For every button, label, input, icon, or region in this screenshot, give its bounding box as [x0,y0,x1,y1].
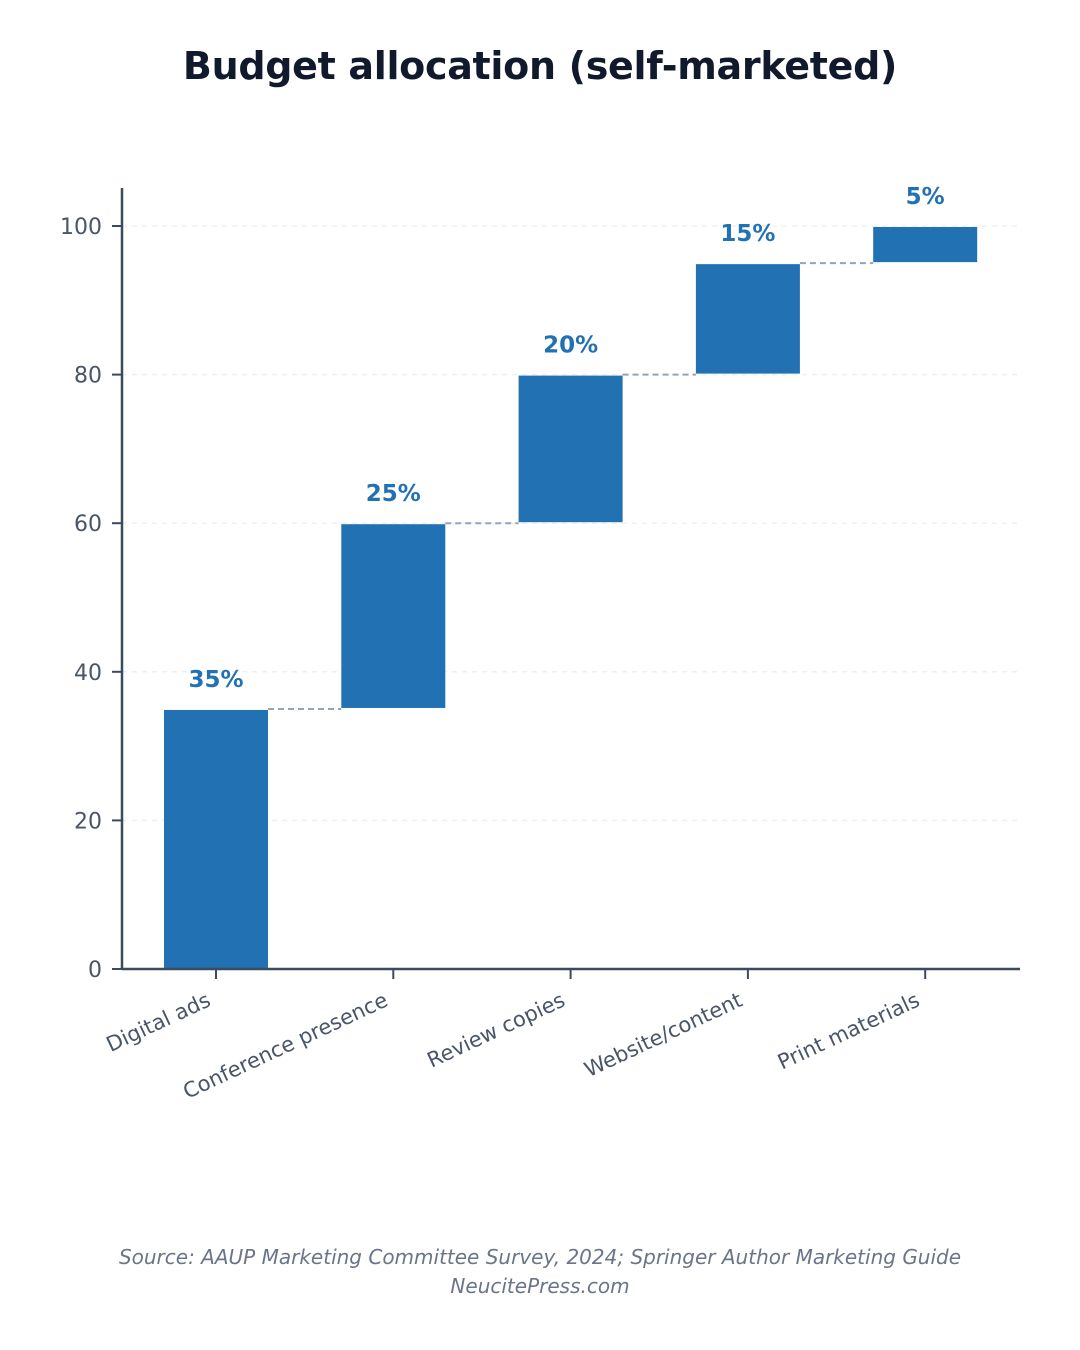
x-category-label: Website/content [581,988,746,1082]
y-tick-label: 100 [60,215,102,240]
connectors [268,262,874,710]
y-tick-label: 20 [74,809,102,834]
chart-title: Budget allocation (self-marketed) [182,44,898,88]
bars [164,227,978,968]
data-label: 5% [906,184,945,210]
data-label: 20% [543,333,598,359]
source-note: Source: AAUP Marketing Committee Survey,… [118,1245,962,1269]
bar-review-copies [518,375,623,523]
bar-digital-ads [164,709,268,968]
bar-print-materials [873,227,978,263]
y-tick-label: 60 [74,512,102,537]
x-category-label: Digital ads [103,988,215,1057]
data-labels: 35% 25% 20% 15% 5% [188,184,944,693]
y-tick-label: 0 [88,958,102,983]
site-name: NeucitePress.com [450,1274,630,1298]
x-category-label: Review copies [424,988,569,1073]
data-label: 25% [366,481,421,507]
data-label: 35% [188,667,243,693]
y-tick-label: 80 [74,364,102,389]
y-tick-label: 40 [74,661,102,686]
x-category-label: Print materials [774,988,923,1075]
data-label: 15% [720,221,775,247]
bar-website-content [695,264,800,374]
bar-conference-presence [341,524,446,708]
